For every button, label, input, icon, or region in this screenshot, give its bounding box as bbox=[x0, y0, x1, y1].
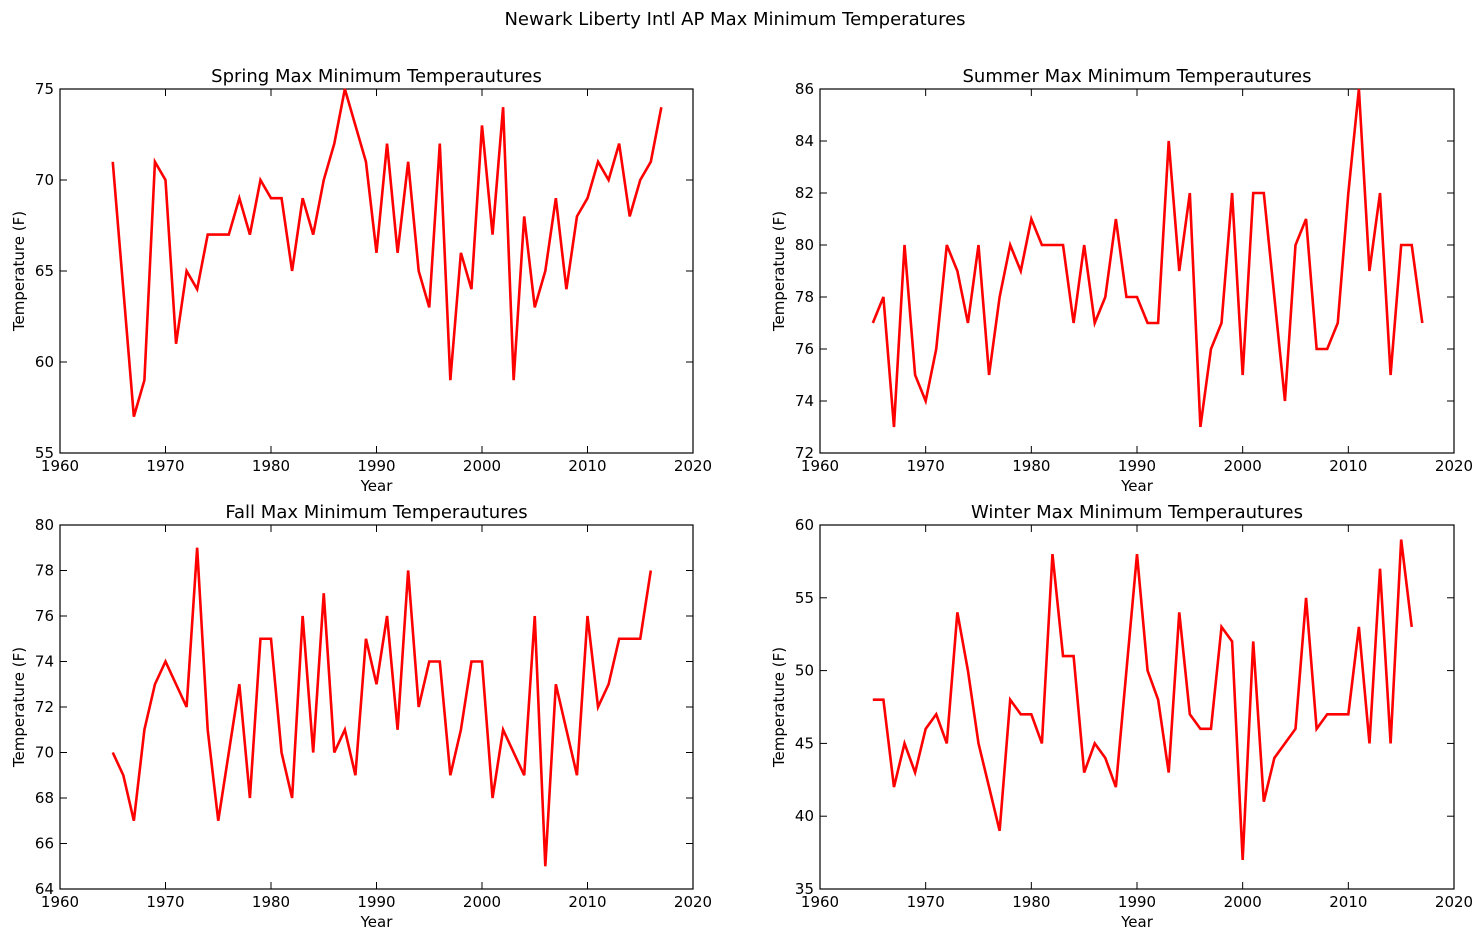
summer-y-tick-label: 72 bbox=[795, 444, 814, 462]
winter-y-tick-label: 60 bbox=[795, 516, 814, 534]
spring-panel: 1960 1970 1980 1990 2000 2010 2020 55 60 65 70 75 Sp… bbox=[10, 66, 712, 495]
summer-y-axis-label: Temperature (F) bbox=[770, 211, 788, 332]
fall-y-tick-label: 76 bbox=[35, 607, 54, 625]
fall-x-tick-label: 1990 bbox=[357, 893, 395, 911]
summer-chart-title: Summer Max Minimum Temperautures bbox=[963, 66, 1312, 87]
summer-y-tick-label: 74 bbox=[795, 392, 814, 410]
spring-x-tick-label: 1960 bbox=[41, 457, 79, 475]
spring-y-axis-label: Temperature (F) bbox=[10, 211, 28, 332]
summer-x-tick-label: 1990 bbox=[1118, 457, 1156, 475]
winter-x-tick-label: 1990 bbox=[1118, 893, 1156, 911]
summer-y-tick-label: 84 bbox=[795, 132, 814, 150]
spring-x-axis-label: Year bbox=[360, 477, 394, 495]
fall-chart-title: Fall Max Minimum Temperautures bbox=[225, 502, 527, 523]
fall-x-tick-label: 1980 bbox=[252, 893, 290, 911]
spring-y-tick-label: 55 bbox=[35, 444, 54, 462]
winter-x-axis-label: Year bbox=[1120, 913, 1154, 931]
winter-x-tick-label: 2000 bbox=[1224, 893, 1262, 911]
winter-series-line bbox=[872, 539, 1414, 860]
summer-x-tick-label: 1970 bbox=[907, 457, 945, 475]
summer-x-tick-label: 1960 bbox=[801, 457, 839, 475]
winter-panel: 1960 1970 1980 1990 2000 2010 2020 35 40 45 50 55 60… bbox=[770, 502, 1473, 931]
fall-x-tick-label: 2010 bbox=[568, 893, 606, 911]
fall-y-axis-label: Temperature (F) bbox=[10, 647, 28, 768]
fall-x-tick-label: 2000 bbox=[463, 893, 501, 911]
fall-y-tick-label: 66 bbox=[35, 835, 54, 853]
summer-x-tick-label: 2000 bbox=[1224, 457, 1262, 475]
spring-x-tick-label: 1970 bbox=[146, 457, 184, 475]
winter-chart-title: Winter Max Minimum Temperautures bbox=[971, 502, 1303, 523]
spring-x-tick-label: 1990 bbox=[357, 457, 395, 475]
summer-y-tick-label: 80 bbox=[795, 236, 814, 254]
winter-y-tick-label: 50 bbox=[795, 662, 814, 680]
winter-x-tick-label: 1960 bbox=[801, 893, 839, 911]
summer-x-axis-label: Year bbox=[1120, 477, 1154, 495]
summer-panel: 1960 1970 1980 1990 2000 2010 2020 72 74 76 78 80 82… bbox=[770, 66, 1473, 495]
spring-x-tick-label: 1980 bbox=[252, 457, 290, 475]
summer-axes-frame bbox=[819, 88, 1455, 454]
fall-y-tick-label: 72 bbox=[35, 698, 54, 716]
summer-y-tick-label: 86 bbox=[795, 80, 814, 98]
spring-x-tick-label: 2020 bbox=[674, 457, 712, 475]
summer-y-tick-label: 82 bbox=[795, 184, 814, 202]
spring-axes-frame bbox=[59, 88, 694, 454]
fall-y-tick-label: 74 bbox=[35, 653, 54, 671]
spring-x-tick-label: 2000 bbox=[463, 457, 501, 475]
fall-y-tick-label: 80 bbox=[35, 516, 54, 534]
summer-y-tick-label: 76 bbox=[795, 340, 814, 358]
winter-axes-frame bbox=[819, 524, 1455, 890]
fall-y-tick-label: 68 bbox=[35, 789, 54, 807]
fall-y-tick-label: 70 bbox=[35, 744, 54, 762]
spring-x-tick-label: 2010 bbox=[568, 457, 606, 475]
fall-y-tick-label: 64 bbox=[35, 880, 54, 898]
winter-x-tick-label: 2010 bbox=[1329, 893, 1367, 911]
winter-x-tick-label: 1970 bbox=[907, 893, 945, 911]
spring-y-tick-label: 70 bbox=[35, 171, 54, 189]
summer-series-line bbox=[871, 88, 1424, 428]
winter-y-axis-label: Temperature (F) bbox=[770, 647, 788, 768]
winter-y-tick-label: 35 bbox=[795, 880, 814, 898]
subplot-grid: 1960 1970 1980 1990 2000 2010 2020 55 60 65 70 75 Sp… bbox=[10, 66, 1473, 931]
winter-y-tick-label: 45 bbox=[795, 734, 814, 752]
spring-y-tick-label: 65 bbox=[35, 262, 54, 280]
fall-x-tick-label: 2020 bbox=[674, 893, 712, 911]
summer-y-tick-label: 78 bbox=[795, 288, 814, 306]
fall-y-tick-label: 78 bbox=[35, 562, 54, 580]
spring-y-tick-label: 60 bbox=[35, 353, 54, 371]
spring-series-line bbox=[111, 88, 663, 417]
winter-x-tick-label: 2020 bbox=[1435, 893, 1473, 911]
fall-x-axis-label: Year bbox=[360, 913, 394, 931]
spring-chart-title: Spring Max Minimum Temperautures bbox=[211, 66, 542, 87]
fall-series-line bbox=[111, 547, 653, 867]
fall-panel: 1960 1970 1980 1990 2000 2010 2020 64 66 68 70 72 74… bbox=[10, 502, 712, 931]
spring-y-tick-label: 75 bbox=[35, 80, 54, 98]
summer-x-tick-label: 1980 bbox=[1012, 457, 1050, 475]
winter-y-tick-label: 55 bbox=[795, 589, 814, 607]
summer-x-tick-label: 2010 bbox=[1329, 457, 1367, 475]
fall-x-tick-label: 1970 bbox=[146, 893, 184, 911]
summer-x-tick-label: 2020 bbox=[1435, 457, 1473, 475]
fall-x-tick-label: 1960 bbox=[41, 893, 79, 911]
winter-y-tick-label: 40 bbox=[795, 807, 814, 825]
winter-x-tick-label: 1980 bbox=[1012, 893, 1050, 911]
figure-title: Newark Liberty Intl AP Max Minimum Tempe… bbox=[504, 9, 965, 30]
